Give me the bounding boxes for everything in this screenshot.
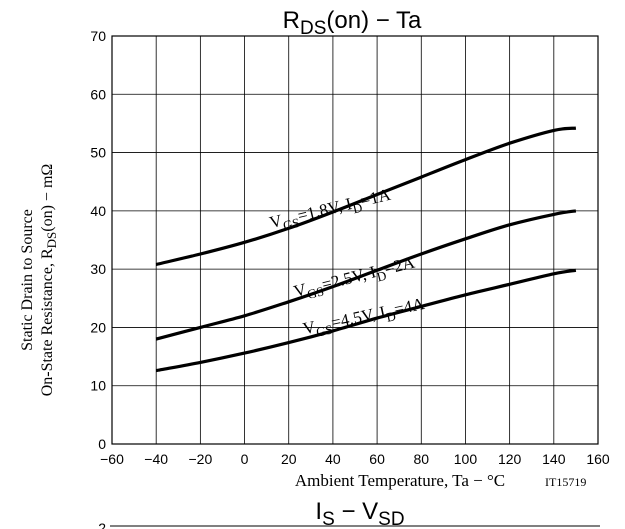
x-tick-label: 140	[542, 451, 566, 467]
series-label-vgs-4.5v: VGS=4.5V, ID=4A	[301, 294, 428, 342]
series-line-0	[155, 126, 577, 267]
x-tick-label: 120	[498, 451, 522, 467]
y-tick-label: 50	[90, 145, 106, 161]
series-label-vgs-1.8v: VGS=1.8V, ID=1A	[268, 185, 394, 236]
x-tick-label: −40	[144, 451, 168, 467]
x-tick-label: 20	[281, 451, 297, 467]
x-tick-label: 40	[325, 451, 341, 467]
series-label-vgs-2.5v: VGS=2.5V, ID=2A	[292, 252, 418, 304]
x-tick-label: 0	[241, 451, 249, 467]
series-line-2	[155, 268, 577, 373]
y-tick-label: 60	[90, 86, 106, 102]
x-tick-label: −60	[100, 451, 124, 467]
tick-labels: −60 −40 −20 0 20 40 60 80 100 120 140 160 0 10 20 30 40 5…	[90, 28, 609, 467]
next-chart-top-tick: 2	[98, 520, 106, 529]
y-tick-label: 70	[90, 28, 106, 44]
next-chart-title: IS − VSD	[315, 498, 404, 529]
x-axis-label: Ambient Temperature, Ta − °C	[295, 471, 505, 490]
y-tick-label: 40	[90, 203, 106, 219]
x-tick-label: 80	[413, 451, 429, 467]
x-tick-label: 160	[586, 451, 610, 467]
y-axis-label-line1: Static Drain to Source	[19, 209, 36, 351]
series-line-1	[155, 209, 577, 341]
y-tick-label: 30	[90, 261, 106, 277]
plot-frame	[111, 35, 599, 445]
grid	[111, 35, 599, 445]
y-tick-label: 20	[90, 319, 106, 335]
figure-code: IT15719	[545, 475, 586, 489]
y-tick-label: 10	[90, 378, 106, 394]
y-tick-label: 0	[98, 436, 106, 452]
series-lines	[155, 126, 577, 373]
x-tick-label: 100	[454, 451, 478, 467]
x-tick-label: −20	[188, 451, 212, 467]
y-axis-label-line2: On-State Resistance, RDS(on) − mΩ	[39, 164, 59, 397]
chart-title: RDS(on) − Ta	[283, 7, 422, 39]
x-tick-label: 60	[369, 451, 385, 467]
